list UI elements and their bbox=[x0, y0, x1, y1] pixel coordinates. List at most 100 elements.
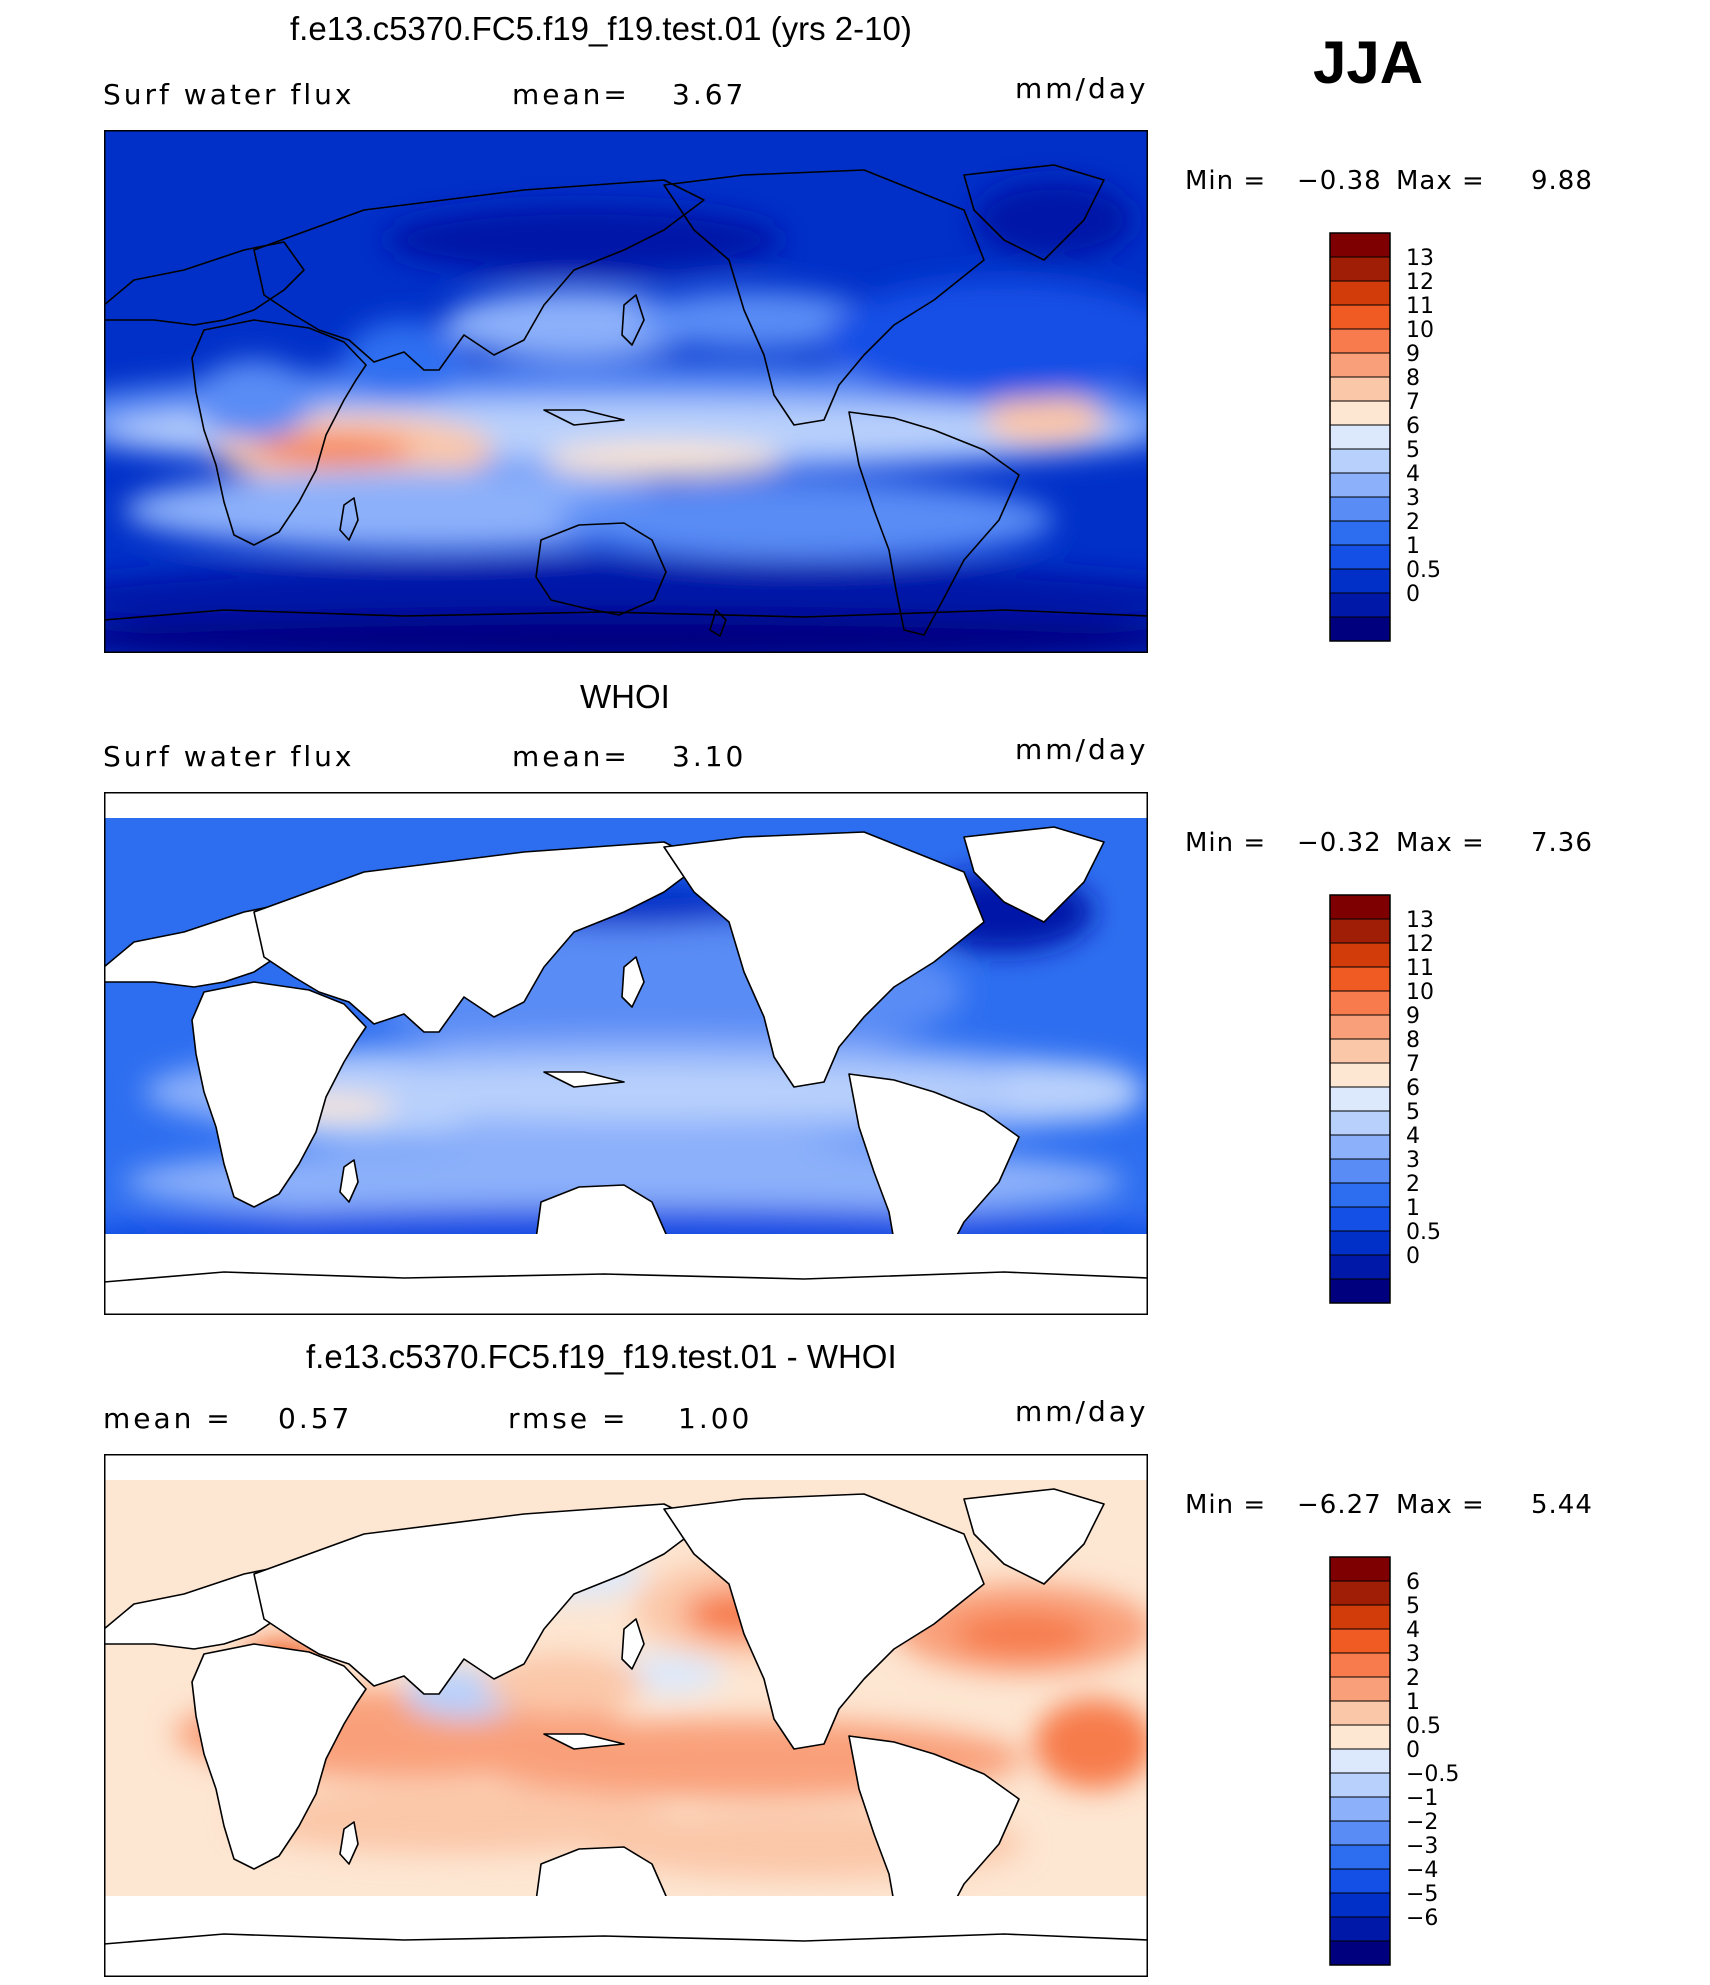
panel-3-min-value: −6.27 bbox=[1297, 1490, 1382, 1520]
colorbar-swatch bbox=[1329, 1700, 1391, 1726]
panel-1-mean-label: mean= bbox=[512, 78, 630, 111]
colorbar-swatch bbox=[1329, 1892, 1391, 1918]
colorbar-tick-label: 12 bbox=[1406, 270, 1434, 295]
colorbar-swatch bbox=[1329, 1230, 1391, 1256]
colorbar-swatch bbox=[1329, 1254, 1391, 1280]
panel-2-max-value: 7.36 bbox=[1531, 828, 1593, 858]
panel-1-variable-label: Surf water flux bbox=[103, 78, 355, 111]
panel-2-max-label: Max = bbox=[1396, 828, 1485, 858]
colorbar-tick-label: 0 bbox=[1406, 582, 1420, 607]
colorbar-tick-label: 8 bbox=[1406, 1028, 1420, 1053]
colorbar-tick-label: 1 bbox=[1406, 534, 1420, 559]
colorbar-tick-label: 5 bbox=[1406, 1100, 1420, 1125]
colorbar-swatch bbox=[1329, 448, 1391, 474]
colorbar-tick-label: 5 bbox=[1406, 438, 1420, 463]
colorbar-swatch bbox=[1329, 1158, 1391, 1184]
colorbar-tick-label: 7 bbox=[1406, 390, 1420, 415]
colorbar-tick-label: 1 bbox=[1406, 1196, 1420, 1221]
panel-3-mean-value: 0.57 bbox=[278, 1402, 353, 1435]
colorbar-tick-label: 11 bbox=[1406, 294, 1434, 319]
colorbar-tick-label: −0.5 bbox=[1406, 1762, 1459, 1787]
colorbar-tick-label: 5 bbox=[1406, 1594, 1420, 1619]
colorbar-tick-label: 4 bbox=[1406, 462, 1420, 487]
colorbar-swatch bbox=[1329, 1038, 1391, 1064]
colorbar-tick-label: 4 bbox=[1406, 1124, 1420, 1149]
panel-3-map bbox=[104, 1454, 1148, 1977]
colorbar-tick-label: 11 bbox=[1406, 956, 1434, 981]
panel-2-variable-label: Surf water flux bbox=[103, 740, 355, 773]
colorbar-tick-label: 10 bbox=[1406, 318, 1434, 343]
panel-3-rmse-label: rmse = bbox=[508, 1402, 629, 1435]
panel-2-min-value: −0.32 bbox=[1297, 828, 1382, 858]
colorbar-swatch bbox=[1329, 1134, 1391, 1160]
colorbar-tick-label: −5 bbox=[1406, 1882, 1438, 1907]
panel-2-title: WHOI bbox=[580, 678, 670, 715]
colorbar-swatch bbox=[1329, 1796, 1391, 1822]
colorbar-swatch bbox=[1329, 1086, 1391, 1112]
panel-3-rmse-value: 1.00 bbox=[678, 1402, 753, 1435]
colorbar-tick-label: 13 bbox=[1406, 246, 1434, 271]
colorbar-tick-label: 3 bbox=[1406, 1148, 1420, 1173]
colorbar-swatch bbox=[1329, 1652, 1391, 1678]
colorbar-swatch bbox=[1329, 232, 1391, 258]
colorbar-tick-label: −2 bbox=[1406, 1810, 1438, 1835]
colorbar-tick-label: 10 bbox=[1406, 980, 1434, 1005]
colorbar-tick-label: 0 bbox=[1406, 1738, 1420, 1763]
colorbar-swatch bbox=[1329, 990, 1391, 1016]
panel-2-units: mm/day bbox=[1015, 733, 1149, 766]
colorbar-swatch bbox=[1329, 472, 1391, 498]
colorbar-swatch bbox=[1329, 1820, 1391, 1846]
colorbar-swatch bbox=[1329, 1676, 1391, 1702]
colorbar-tick-label: 8 bbox=[1406, 366, 1420, 391]
colorbar-swatch bbox=[1329, 1868, 1391, 1894]
panel-1-mean-value: 3.67 bbox=[672, 78, 747, 111]
colorbar-swatch bbox=[1329, 1604, 1391, 1630]
colorbar-swatch bbox=[1329, 894, 1391, 920]
colorbar-swatch bbox=[1329, 1916, 1391, 1942]
colorbar-swatch bbox=[1329, 942, 1391, 968]
colorbar-tick-label: 2 bbox=[1406, 510, 1420, 535]
colorbar-swatch bbox=[1329, 1724, 1391, 1750]
panel-3-mean-label: mean = bbox=[103, 1402, 233, 1435]
colorbar-tick-label: 6 bbox=[1406, 1076, 1420, 1101]
colorbar-tick-label: 6 bbox=[1406, 1570, 1420, 1595]
colorbar-tick-label: 9 bbox=[1406, 342, 1420, 367]
colorbar-tick-label: 7 bbox=[1406, 1052, 1420, 1077]
colorbar-tick-label: 2 bbox=[1406, 1666, 1420, 1691]
colorbar-tick-label: −6 bbox=[1406, 1906, 1438, 1931]
panel-1-title: f.e13.c5370.FC5.f19_f19.test.01 (yrs 2-1… bbox=[290, 10, 912, 47]
colorbar-swatch bbox=[1329, 1014, 1391, 1040]
colorbar-tick-label: 2 bbox=[1406, 1172, 1420, 1197]
colorbar-swatch bbox=[1329, 352, 1391, 378]
colorbar-tick-label: 1 bbox=[1406, 1690, 1420, 1715]
colorbar-swatch bbox=[1329, 1062, 1391, 1088]
colorbar-swatch bbox=[1329, 376, 1391, 402]
colorbar-swatch bbox=[1329, 280, 1391, 306]
panel-1-map bbox=[104, 130, 1148, 653]
colorbar-tick-label: 0.5 bbox=[1406, 558, 1441, 583]
panel-1-max-value: 9.88 bbox=[1531, 166, 1593, 196]
colorbar-swatch bbox=[1329, 1580, 1391, 1606]
panel-1-min-label: Min = bbox=[1185, 166, 1267, 196]
colorbar-tick-label: 9 bbox=[1406, 1004, 1420, 1029]
colorbar-swatch bbox=[1329, 544, 1391, 570]
colorbar-swatch bbox=[1329, 918, 1391, 944]
colorbar-swatch bbox=[1329, 1844, 1391, 1870]
colorbar-tick-label: 12 bbox=[1406, 932, 1434, 957]
panel-2-mean-label: mean= bbox=[512, 740, 630, 773]
colorbar-swatch bbox=[1329, 1628, 1391, 1654]
panel-1-units: mm/day bbox=[1015, 72, 1149, 105]
colorbar-swatch bbox=[1329, 256, 1391, 282]
panel-3-units: mm/day bbox=[1015, 1395, 1149, 1428]
colorbar-tick-label: −3 bbox=[1406, 1834, 1438, 1859]
colorbar-swatch bbox=[1329, 304, 1391, 330]
colorbar-swatch bbox=[1329, 1206, 1391, 1232]
colorbar-swatch bbox=[1329, 520, 1391, 546]
season-label: JJA bbox=[1313, 29, 1424, 96]
colorbar-swatch bbox=[1329, 424, 1391, 450]
colorbar-swatch bbox=[1329, 400, 1391, 426]
panel-3-max-value: 5.44 bbox=[1531, 1490, 1593, 1520]
colorbar-tick-label: −4 bbox=[1406, 1858, 1438, 1883]
